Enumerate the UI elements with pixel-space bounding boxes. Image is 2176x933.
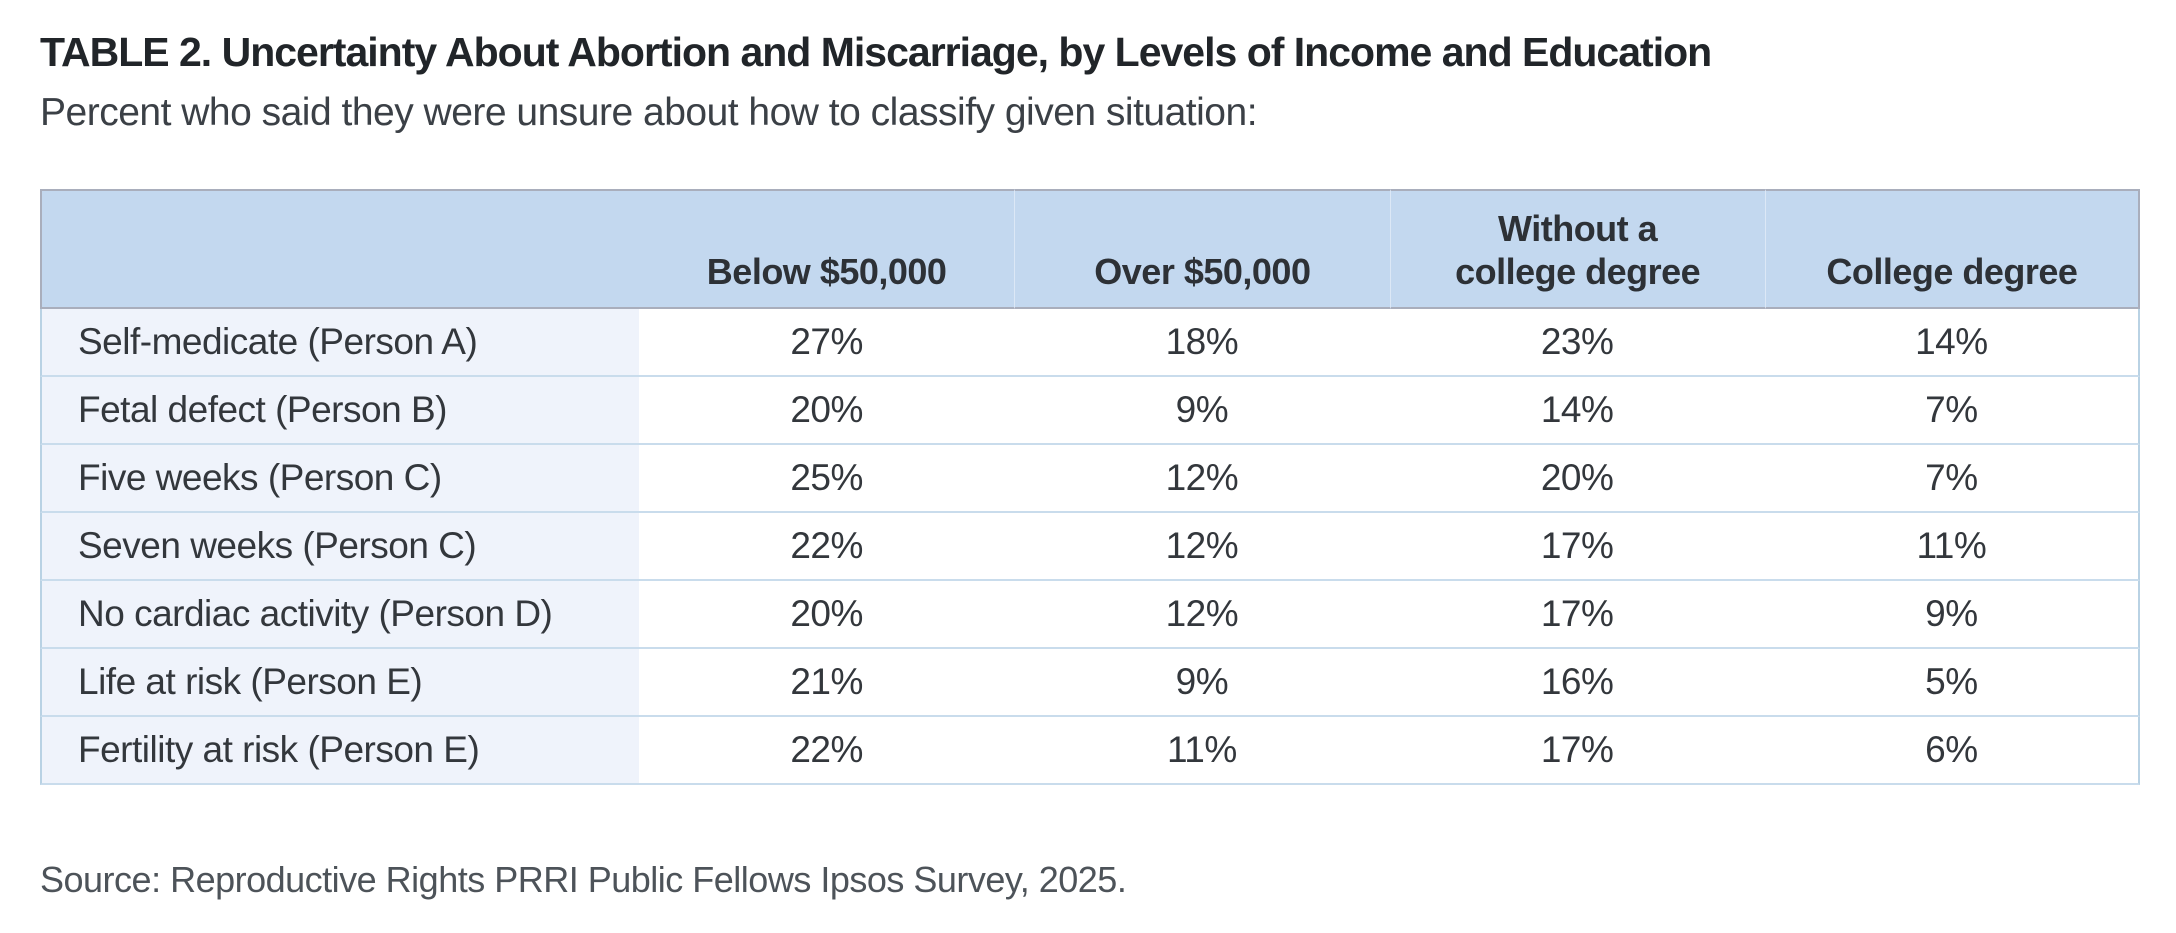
row-label: Self-medicate (Person A) — [40, 308, 639, 377]
table-row-fertility-at-risk: Fertility at risk (Person E) 22% 11% 17%… — [40, 716, 2140, 785]
cell-value: 7% — [1764, 444, 2140, 513]
cell-value: 9% — [1014, 376, 1390, 445]
table-row-no-cardiac-activity: No cardiac activity (Person D) 20% 12% 1… — [40, 580, 2140, 649]
cell-value: 18% — [1014, 308, 1390, 377]
column-header-college-degree: College degree — [1764, 188, 2140, 309]
cell-value: 16% — [1389, 648, 1765, 717]
table-subtitle: Percent who said they were unsure about … — [40, 91, 1258, 135]
cell-value: 14% — [1764, 308, 2140, 377]
cell-value: 12% — [1014, 580, 1390, 649]
table-row-seven-weeks: Seven weeks (Person C) 22% 12% 17% 11% — [40, 512, 2140, 581]
cell-value: 5% — [1764, 648, 2140, 717]
column-header-without-college-degree: Without a college degree — [1389, 188, 1765, 309]
table-row-life-at-risk: Life at risk (Person E) 21% 9% 16% 5% — [40, 648, 2140, 717]
cell-value: 23% — [1389, 308, 1765, 377]
cell-value: 11% — [1764, 512, 2140, 581]
column-header-below-50k: Below $50,000 — [639, 188, 1015, 309]
row-label: Seven weeks (Person C) — [40, 512, 639, 581]
cell-value: 17% — [1389, 512, 1765, 581]
cell-value: 14% — [1389, 376, 1765, 445]
cell-value: 27% — [639, 308, 1015, 377]
cell-value: 20% — [1389, 444, 1765, 513]
header-corner-cell — [40, 188, 639, 309]
cell-value: 6% — [1764, 716, 2140, 785]
cell-value: 12% — [1014, 512, 1390, 581]
cell-value: 7% — [1764, 376, 2140, 445]
cell-value: 17% — [1389, 716, 1765, 785]
row-label: Fertility at risk (Person E) — [40, 716, 639, 785]
row-label: Five weeks (Person C) — [40, 444, 639, 513]
cell-value: 9% — [1014, 648, 1390, 717]
column-header-over-50k: Over $50,000 — [1014, 188, 1390, 309]
uncertainty-table: Below $50,000 Over $50,000 Without a col… — [40, 188, 2140, 785]
table-row-fetal-defect: Fetal defect (Person B) 20% 9% 14% 7% — [40, 376, 2140, 445]
cell-value: 21% — [639, 648, 1015, 717]
table-row-self-medicate: Self-medicate (Person A) 27% 18% 23% 14% — [40, 308, 2140, 377]
source-note: Source: Reproductive Rights PRRI Public … — [40, 858, 1127, 900]
cell-value: 20% — [639, 376, 1015, 445]
table-title: TABLE 2. Uncertainty About Abortion and … — [40, 29, 1712, 75]
cell-value: 17% — [1389, 580, 1765, 649]
cell-value: 22% — [639, 512, 1015, 581]
cell-value: 22% — [639, 716, 1015, 785]
row-label: Fetal defect (Person B) — [40, 376, 639, 445]
cell-value: 25% — [639, 444, 1015, 513]
cell-value: 12% — [1014, 444, 1390, 513]
cell-value: 9% — [1764, 580, 2140, 649]
header-row: Below $50,000 Over $50,000 Without a col… — [40, 188, 2140, 309]
row-label: Life at risk (Person E) — [40, 648, 639, 717]
table-row-five-weeks: Five weeks (Person C) 25% 12% 20% 7% — [40, 444, 2140, 513]
cell-value: 20% — [639, 580, 1015, 649]
cell-value: 11% — [1014, 716, 1390, 785]
row-label: No cardiac activity (Person D) — [40, 580, 639, 649]
